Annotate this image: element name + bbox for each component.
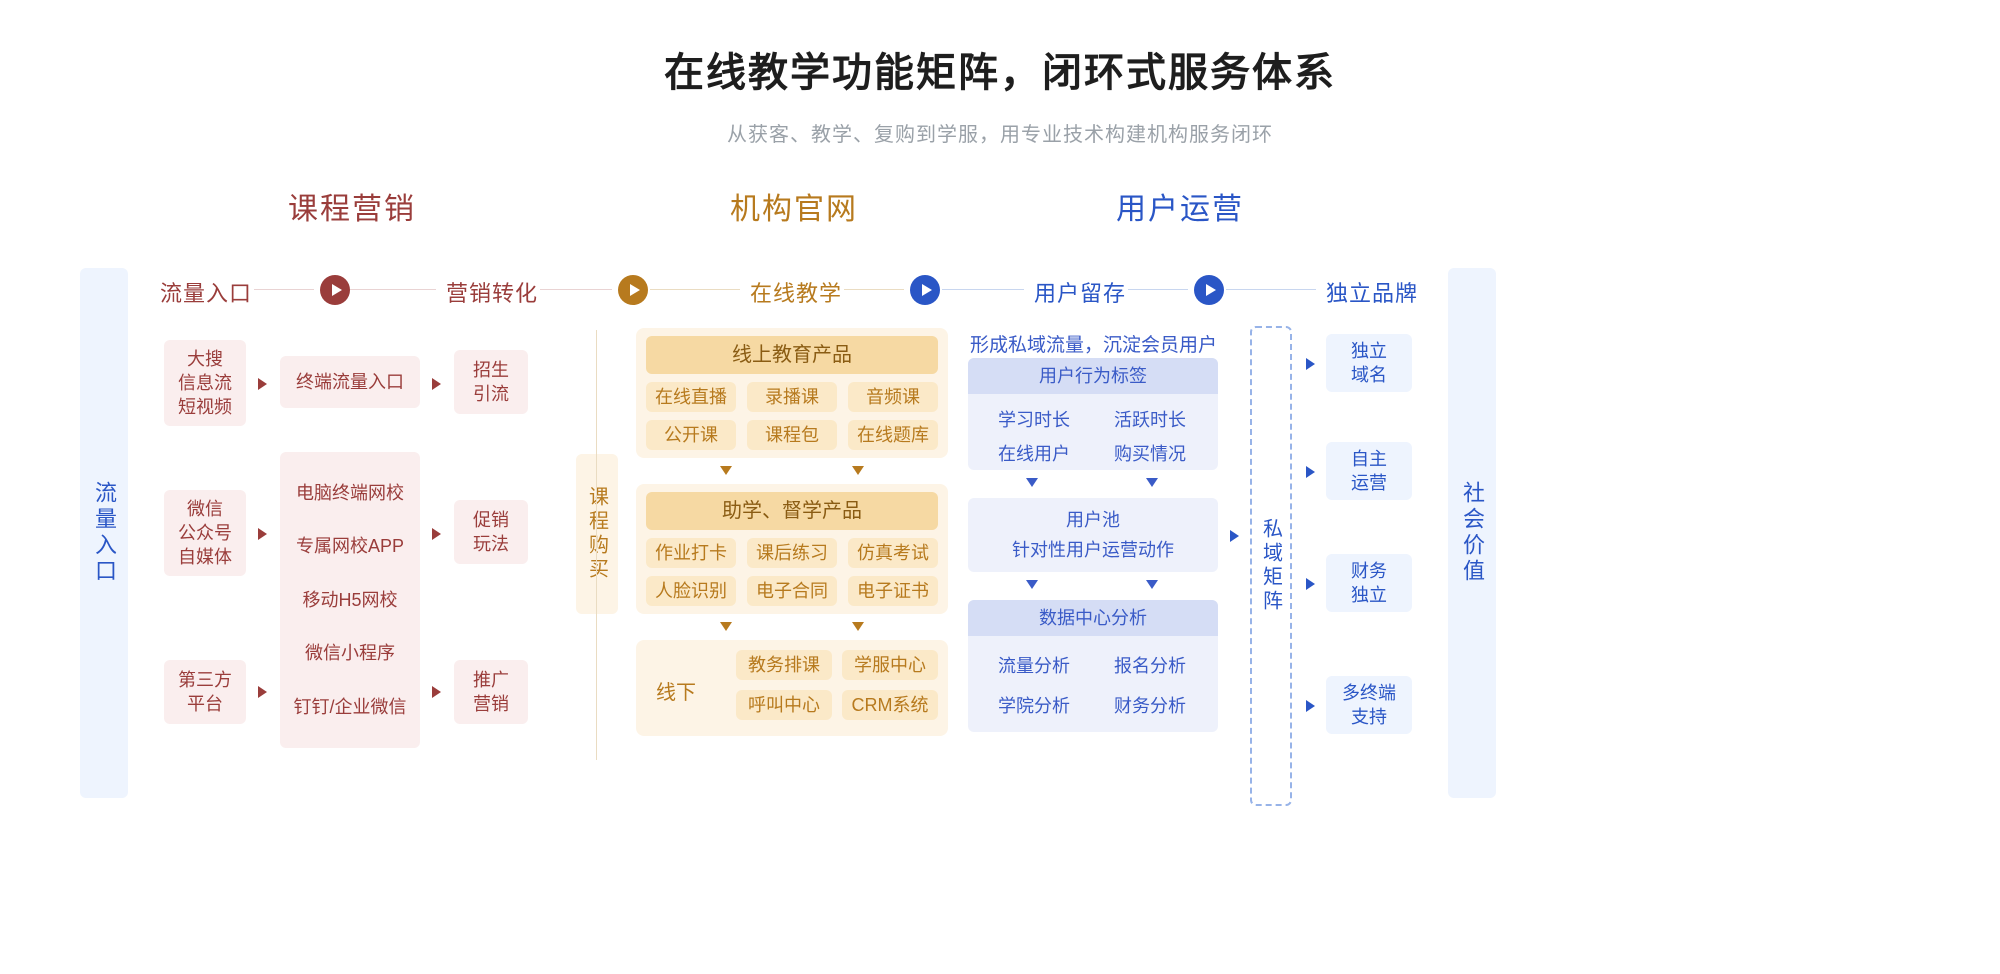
convert-1: 招生 引流 <box>454 350 528 414</box>
g1-item: 课程包 <box>747 420 837 450</box>
g3-item: 呼叫中心 <box>736 690 832 720</box>
gold-panel-2-title: 助学、督学产品 <box>646 492 938 530</box>
ops3-item: 学院分析 <box>998 692 1070 718</box>
arrow-right-icon <box>432 686 441 698</box>
arrow-right-icon <box>432 528 441 540</box>
section-website: 机构官网 <box>730 184 858 228</box>
brand-4: 多终端 支持 <box>1326 676 1412 734</box>
terminal-item: 移动H5网校 <box>302 588 397 612</box>
g1-item: 在线直播 <box>646 382 736 412</box>
pillar-purchase: 课程购买 <box>576 454 618 614</box>
stage-1: 流量入口 <box>160 276 252 308</box>
arrow-right-icon <box>1306 466 1315 478</box>
ops1-item: 购买情况 <box>1114 440 1186 466</box>
terminal-item: 微信小程序 <box>305 641 395 665</box>
terminal-item: 钉钉/企业微信 <box>293 695 406 719</box>
section-marketing: 课程营销 <box>288 184 416 228</box>
hline <box>1128 289 1188 290</box>
ops-box-2-sub: 针对性用户运营动作 <box>1012 538 1174 562</box>
hline <box>650 289 740 290</box>
pillar-social: 社会价值 <box>1448 268 1496 798</box>
hline <box>254 289 314 290</box>
arrow-down-icon <box>1026 478 1038 487</box>
arrow-down-icon <box>1146 580 1158 589</box>
arrow-right-icon <box>1230 530 1239 542</box>
play-icon <box>618 275 648 305</box>
hline <box>350 289 436 290</box>
arrow-right-icon <box>1306 358 1315 370</box>
g1-item: 音频课 <box>848 382 938 412</box>
ops1-item: 学习时长 <box>998 406 1070 432</box>
play-icon <box>320 275 350 305</box>
stage-5: 独立品牌 <box>1326 276 1418 308</box>
g2-item: 作业打卡 <box>646 538 736 568</box>
g1-item: 在线题库 <box>848 420 938 450</box>
brand-2: 自主 运营 <box>1326 442 1412 500</box>
convert-2: 促销 玩法 <box>454 500 528 564</box>
stage-4: 用户留存 <box>1034 276 1126 308</box>
gold-panel-1-title: 线上教育产品 <box>646 336 938 374</box>
convert-3: 推广 营销 <box>454 660 528 724</box>
arrow-down-icon <box>720 466 732 475</box>
ops-box-2: 用户池 针对性用户运营动作 <box>968 498 1218 572</box>
arrow-down-icon <box>852 622 864 631</box>
ops3-item: 财务分析 <box>1114 692 1186 718</box>
gold-panel-3-title: 线下 <box>656 676 696 705</box>
vline-gold <box>596 330 597 760</box>
brand-3: 财务 独立 <box>1326 554 1412 612</box>
stage-3: 在线教学 <box>750 276 842 308</box>
arrow-down-icon <box>1146 478 1158 487</box>
arrow-right-icon <box>258 528 267 540</box>
terminal-item: 专属网校APP <box>296 534 404 558</box>
hline <box>942 289 1024 290</box>
src-3: 第三方 平台 <box>164 660 246 724</box>
ops3-item: 报名分析 <box>1114 652 1186 678</box>
arrow-down-icon <box>852 466 864 475</box>
arrow-right-icon <box>432 378 441 390</box>
g3-item: 学服中心 <box>842 650 938 680</box>
src-1: 大搜 信息流 短视频 <box>164 340 246 426</box>
ops1-item: 活跃时长 <box>1114 406 1186 432</box>
ops-box-3-title: 数据中心分析 <box>968 600 1218 636</box>
brand-1: 独立 域名 <box>1326 334 1412 392</box>
arrow-right-icon <box>258 378 267 390</box>
g1-item: 录播课 <box>747 382 837 412</box>
play-icon <box>1194 275 1224 305</box>
hline <box>844 289 904 290</box>
src-2: 微信 公众号 自媒体 <box>164 490 246 576</box>
g1-item: 公开课 <box>646 420 736 450</box>
play-icon <box>910 275 940 305</box>
page-title: 在线教学功能矩阵，闭环式服务体系 <box>0 40 2000 98</box>
g3-item: CRM系统 <box>842 690 938 720</box>
g2-item: 人脸识别 <box>646 576 736 606</box>
ops-tagline: 形成私域流量，沉淀会员用户 <box>970 330 1217 357</box>
hline <box>1226 289 1316 290</box>
g2-item: 仿真考试 <box>848 538 938 568</box>
pillar-traffic: 流量入口 <box>80 268 128 798</box>
arrow-down-icon <box>720 622 732 631</box>
ops-box-2-title: 用户池 <box>1066 508 1120 532</box>
terminal-entry: 终端流量入口 <box>280 356 420 408</box>
terminal-list: 电脑终端网校 专属网校APP 移动H5网校 微信小程序 钉钉/企业微信 <box>280 452 420 748</box>
g2-item: 电子合同 <box>747 576 837 606</box>
g2-item: 电子证书 <box>848 576 938 606</box>
arrow-right-icon <box>258 686 267 698</box>
ops1-item: 在线用户 <box>998 440 1070 466</box>
arrow-right-icon <box>1306 700 1315 712</box>
arrow-down-icon <box>1026 580 1038 589</box>
section-ops: 用户运营 <box>1116 184 1244 228</box>
stage-2: 营销转化 <box>446 276 538 308</box>
g3-item: 教务排课 <box>736 650 832 680</box>
ops-box-1-title: 用户行为标签 <box>968 358 1218 394</box>
terminal-item: 电脑终端网校 <box>296 481 404 505</box>
stage-row: 流量入口 营销转化 在线教学 用户留存 独立品牌 <box>0 276 2000 306</box>
page-subtitle: 从获客、教学、复购到学服，用专业技术构建机构服务闭环 <box>0 118 2000 147</box>
hline <box>540 289 612 290</box>
pillar-private: 私域矩阵 <box>1250 326 1292 806</box>
g2-item: 课后练习 <box>747 538 837 568</box>
ops3-item: 流量分析 <box>998 652 1070 678</box>
arrow-right-icon <box>1306 578 1315 590</box>
